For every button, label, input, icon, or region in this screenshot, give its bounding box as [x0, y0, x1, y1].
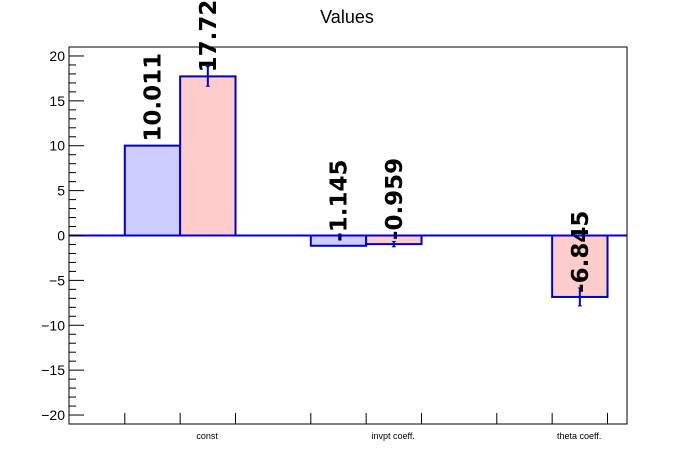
x-axis: const invpt coeff. theta coeff. [124, 413, 609, 441]
y-tick-label: 20 [49, 48, 65, 64]
data-label: -1.145 [326, 159, 352, 241]
y-tick-label: −5 [49, 272, 65, 288]
data-label: 17.725 [196, 0, 222, 72]
y-tick-label: 10 [49, 138, 65, 154]
y-tick-label: −15 [41, 362, 65, 378]
bar [179, 75, 237, 237]
y-tick-label: −10 [41, 317, 65, 333]
data-label: -0.959 [382, 158, 408, 240]
data-label: 10.011 [140, 53, 166, 142]
data-label: -6.845 [568, 211, 594, 293]
y-axis: −20 −15 −10 −5 0 5 10 15 20 [41, 46, 84, 423]
category-label: const [196, 431, 218, 441]
chart-title: Values [320, 7, 374, 27]
chart-marks: 10.011 -1.145 17.725 -0.959 -6.845 [69, 0, 627, 307]
category-label: invpt coeff. [371, 431, 414, 441]
category-label: theta coeff. [557, 431, 601, 441]
bar [123, 144, 182, 237]
y-tick-label: 15 [49, 93, 65, 109]
y-tick-label: 0 [57, 228, 65, 244]
y-tick-label: −20 [41, 407, 65, 423]
y-tick-label: 5 [57, 183, 65, 199]
